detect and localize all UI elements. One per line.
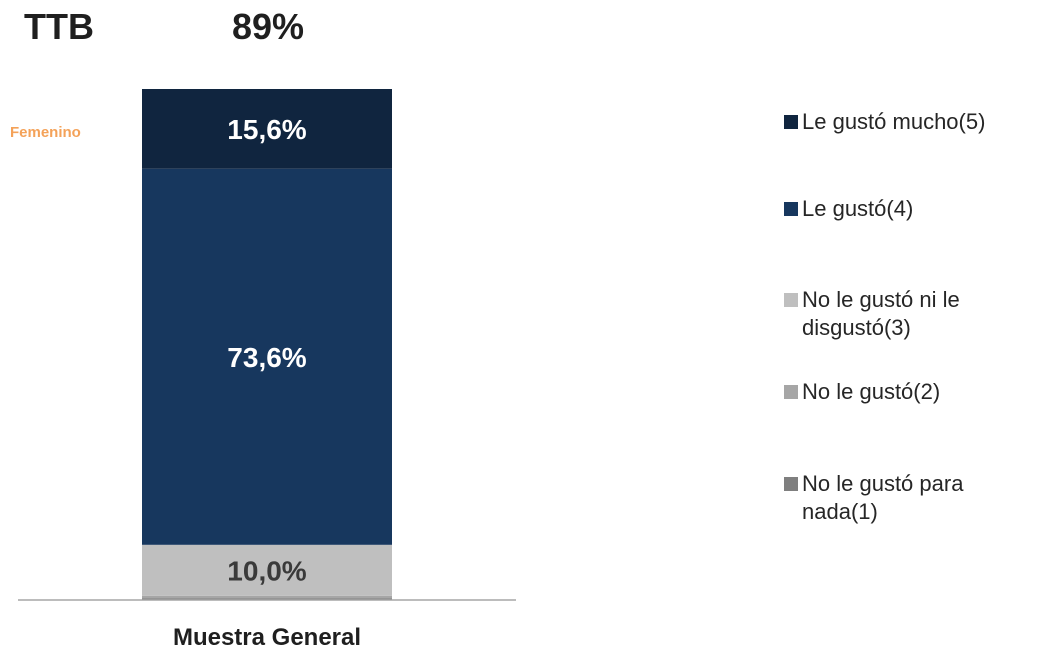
segment-label: Femenino [10,124,81,141]
legend-item-4: No le gustó(2) [784,378,1044,406]
ttb-value: 89% [232,6,305,47]
bar-segment-5 [142,89,392,169]
legend-swatch [784,115,798,129]
bar-segment-2 [142,595,392,599]
legend-swatch [784,477,798,491]
data-label-4: 73,6% [227,342,306,373]
bar-segment-3 [142,544,392,596]
legend-label: No le gustó(2) [802,379,941,404]
ttb-label: TTB [24,6,94,47]
legend-item-3: No le gustó ni le disgustó(3) [784,286,1044,342]
legend-label: Le gustó mucho(5) [802,109,986,134]
legend-label: Le gustó(4) [802,196,914,221]
category-label: Muestra General [173,624,361,649]
legend-swatch [784,293,798,307]
legend-swatch [784,202,798,216]
legend-label: No le gustó para nada(1) [802,471,964,524]
legend-item-5: No le gustó para nada(1) [784,470,1044,526]
legend-label: No le gustó ni le disgustó(3) [802,287,960,340]
bar-segment-4 [142,168,392,545]
bar-segment-1 [142,598,392,600]
legend-swatch [784,385,798,399]
data-label-3: 10,0% [227,555,306,586]
legend-item-2: Le gustó(4) [784,195,1044,223]
data-label-5: 15,6% [227,114,306,145]
legend-item-1: Le gustó mucho(5) [784,108,1044,136]
bar-stack: 10,0% 73,6% 15,6% [142,89,392,600]
